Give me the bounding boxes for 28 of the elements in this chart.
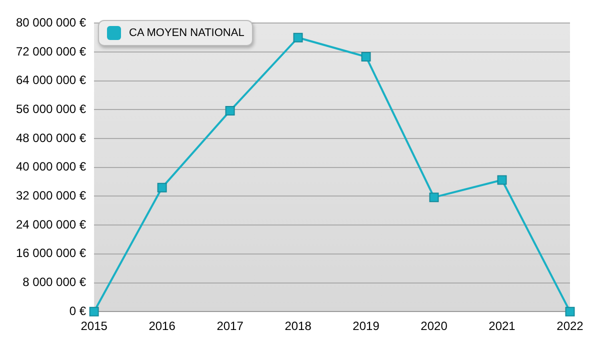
point [157,182,167,192]
x-tick-label: 2022 [556,319,584,334]
y-tick-label: 8 000 000 € [22,275,86,290]
point [293,32,303,42]
x-tick-label: 2015 [80,319,108,334]
y-tick-label: 56 000 000 € [16,102,86,116]
point [565,306,575,316]
y-tick-label: 72 000 000 € [16,44,86,58]
y-tick-label: 40 000 000 € [16,160,86,174]
y-tick-label: 24 000 000 € [16,217,86,232]
y-tick-label: 32 000 000 € [16,188,86,203]
y-tick-label: 64 000 000 € [16,73,86,88]
x-tick-label: 2019 [352,319,380,334]
y-tick-label: 48 000 000 € [16,130,86,145]
point [429,192,439,202]
x-tick-label: 2016 [148,319,176,334]
point [225,106,235,116]
y-tick-label: 16 000 000 € [16,246,86,260]
x-tick-label: 2021 [488,319,516,334]
x-tick-label: 2020 [420,319,448,334]
point [497,175,507,185]
y-tick-label: 0 € [69,304,86,318]
x-tick-label: 2018 [284,319,312,334]
x-tick-label: 2017 [216,319,244,334]
y-tick-label: 80 000 000 € [16,16,86,30]
legend-label: CA MOYEN NATIONAL [129,27,244,39]
point [361,52,371,62]
point [89,306,99,316]
